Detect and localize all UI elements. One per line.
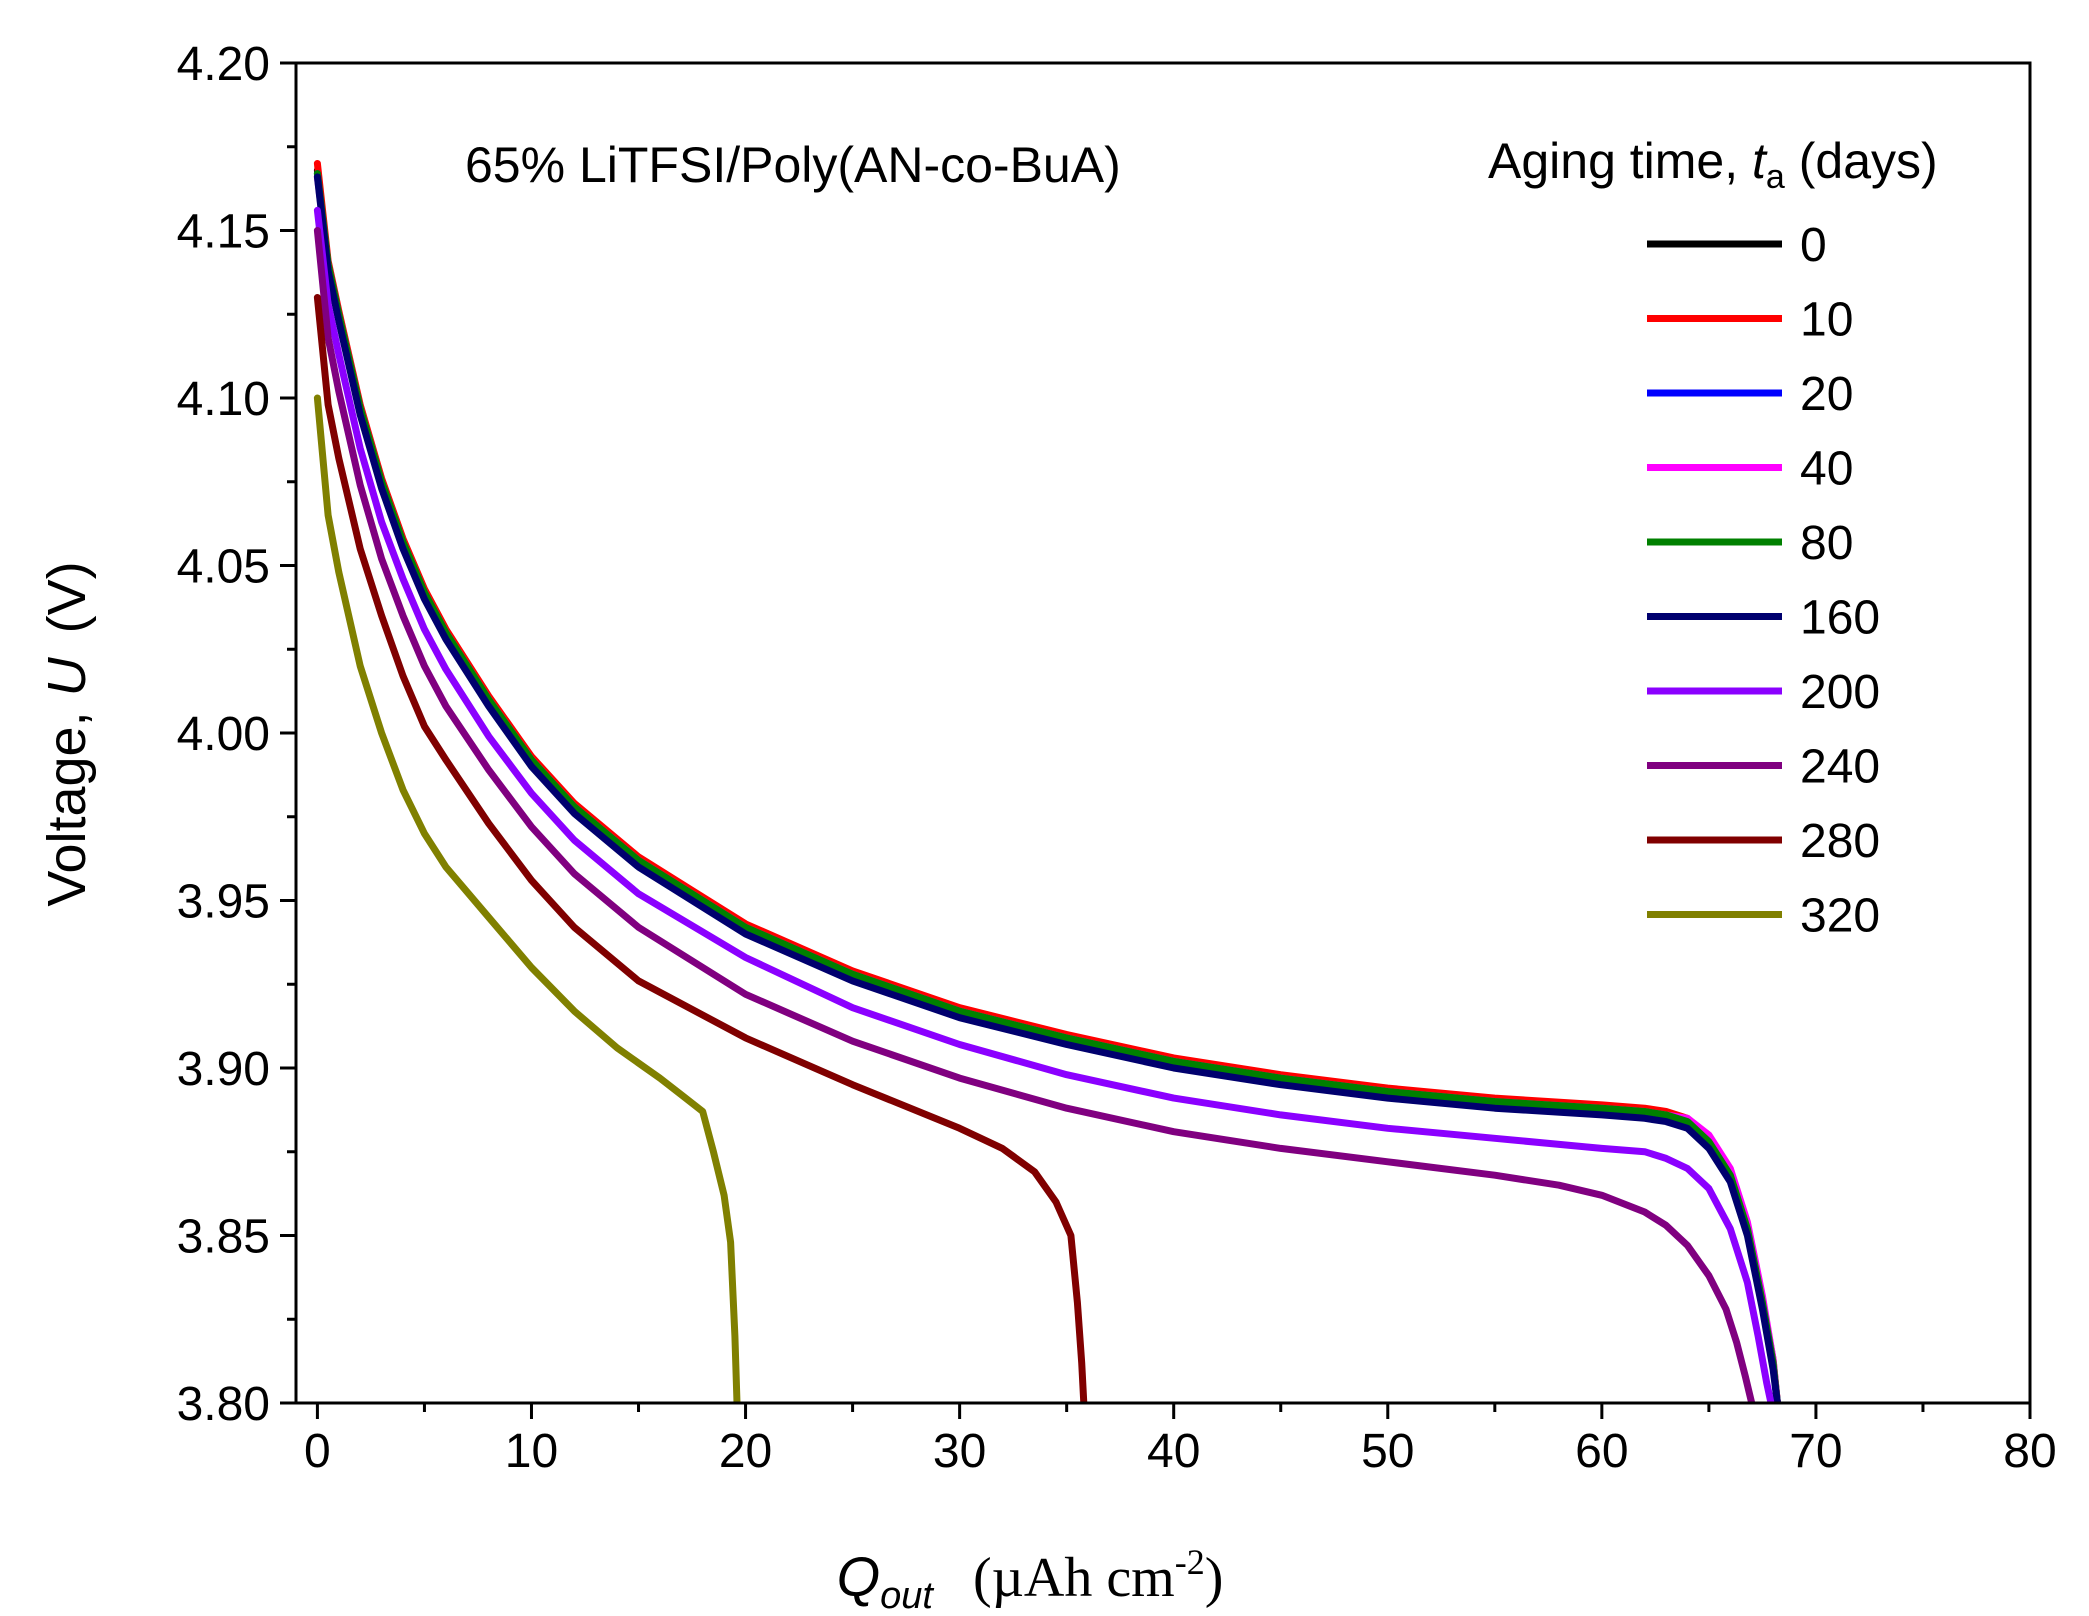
y-tick-label: 4.20 [177, 38, 270, 91]
legend-label: 160 [1800, 592, 1880, 645]
axis-layer: 0 10 20 30 40 50 60 70 80 3.80 3.85 3.90 3.95 4.00 4.0… [177, 38, 2057, 1478]
legend: 0 10 20 40 80 160 200 240 280 320 [1647, 219, 1880, 943]
y-tick-label: 4.15 [177, 206, 270, 259]
legend-label: 40 [1800, 443, 1853, 496]
y-tick-label: 3.85 [177, 1211, 270, 1264]
series-line-320 [313, 394, 741, 1403]
series-layer [313, 160, 1781, 1403]
x-tick-label: 40 [1147, 1425, 1200, 1478]
legend-label: 240 [1800, 741, 1880, 794]
legend-item-0: 0 [1647, 219, 1827, 272]
legend-item-80: 80 [1647, 517, 1853, 570]
legend-item-240: 240 [1647, 741, 1880, 794]
x-tick-label: 60 [1575, 1425, 1628, 1478]
legend-title: Aging time, ta (days) [1488, 133, 1938, 196]
legend-item-20: 20 [1647, 368, 1853, 421]
plot-frame [294, 61, 2032, 1405]
y-tick-label: 3.95 [177, 876, 270, 929]
legend-item-200: 200 [1647, 666, 1880, 719]
y-tick-label: 4.10 [177, 373, 270, 426]
y-axis-label: Voltage, U(V) [37, 561, 97, 906]
y-tick-label: 4.05 [177, 541, 270, 594]
legend-label: 80 [1800, 517, 1853, 570]
x-tick-label: 50 [1361, 1425, 1414, 1478]
legend-item-10: 10 [1647, 294, 1853, 347]
legend-label: 20 [1800, 368, 1853, 421]
series-line-200 [313, 206, 1775, 1403]
x-tick-label: 0 [304, 1425, 331, 1478]
series-line-280 [313, 294, 1088, 1403]
x-axis-label: Qout (µAh cm-2) [837, 1542, 1224, 1616]
chart-annotation: 65% LiTFSI/Poly(AN-co-BuA) [465, 137, 1121, 193]
series-line-160 [313, 173, 1781, 1403]
legend-label: 280 [1800, 815, 1880, 868]
y-tick-label: 3.90 [177, 1043, 270, 1096]
x-tick-label: 30 [933, 1425, 986, 1478]
y-tick-label: 4.00 [177, 708, 270, 761]
x-tick-label: 80 [2003, 1425, 2056, 1478]
series-line-240 [313, 227, 1756, 1403]
legend-label: 200 [1800, 666, 1880, 719]
x-tick-label: 70 [1789, 1425, 1842, 1478]
legend-item-40: 40 [1647, 443, 1853, 496]
y-tick-label: 3.80 [177, 1378, 270, 1431]
legend-label: 320 [1800, 890, 1880, 943]
legend-label: 0 [1800, 219, 1827, 272]
x-tick-label: 20 [719, 1425, 772, 1478]
legend-item-280: 280 [1647, 815, 1880, 868]
legend-item-320: 320 [1647, 890, 1880, 943]
legend-label: 10 [1800, 294, 1853, 347]
legend-item-160: 160 [1647, 592, 1880, 645]
x-tick-label: 10 [505, 1425, 558, 1478]
